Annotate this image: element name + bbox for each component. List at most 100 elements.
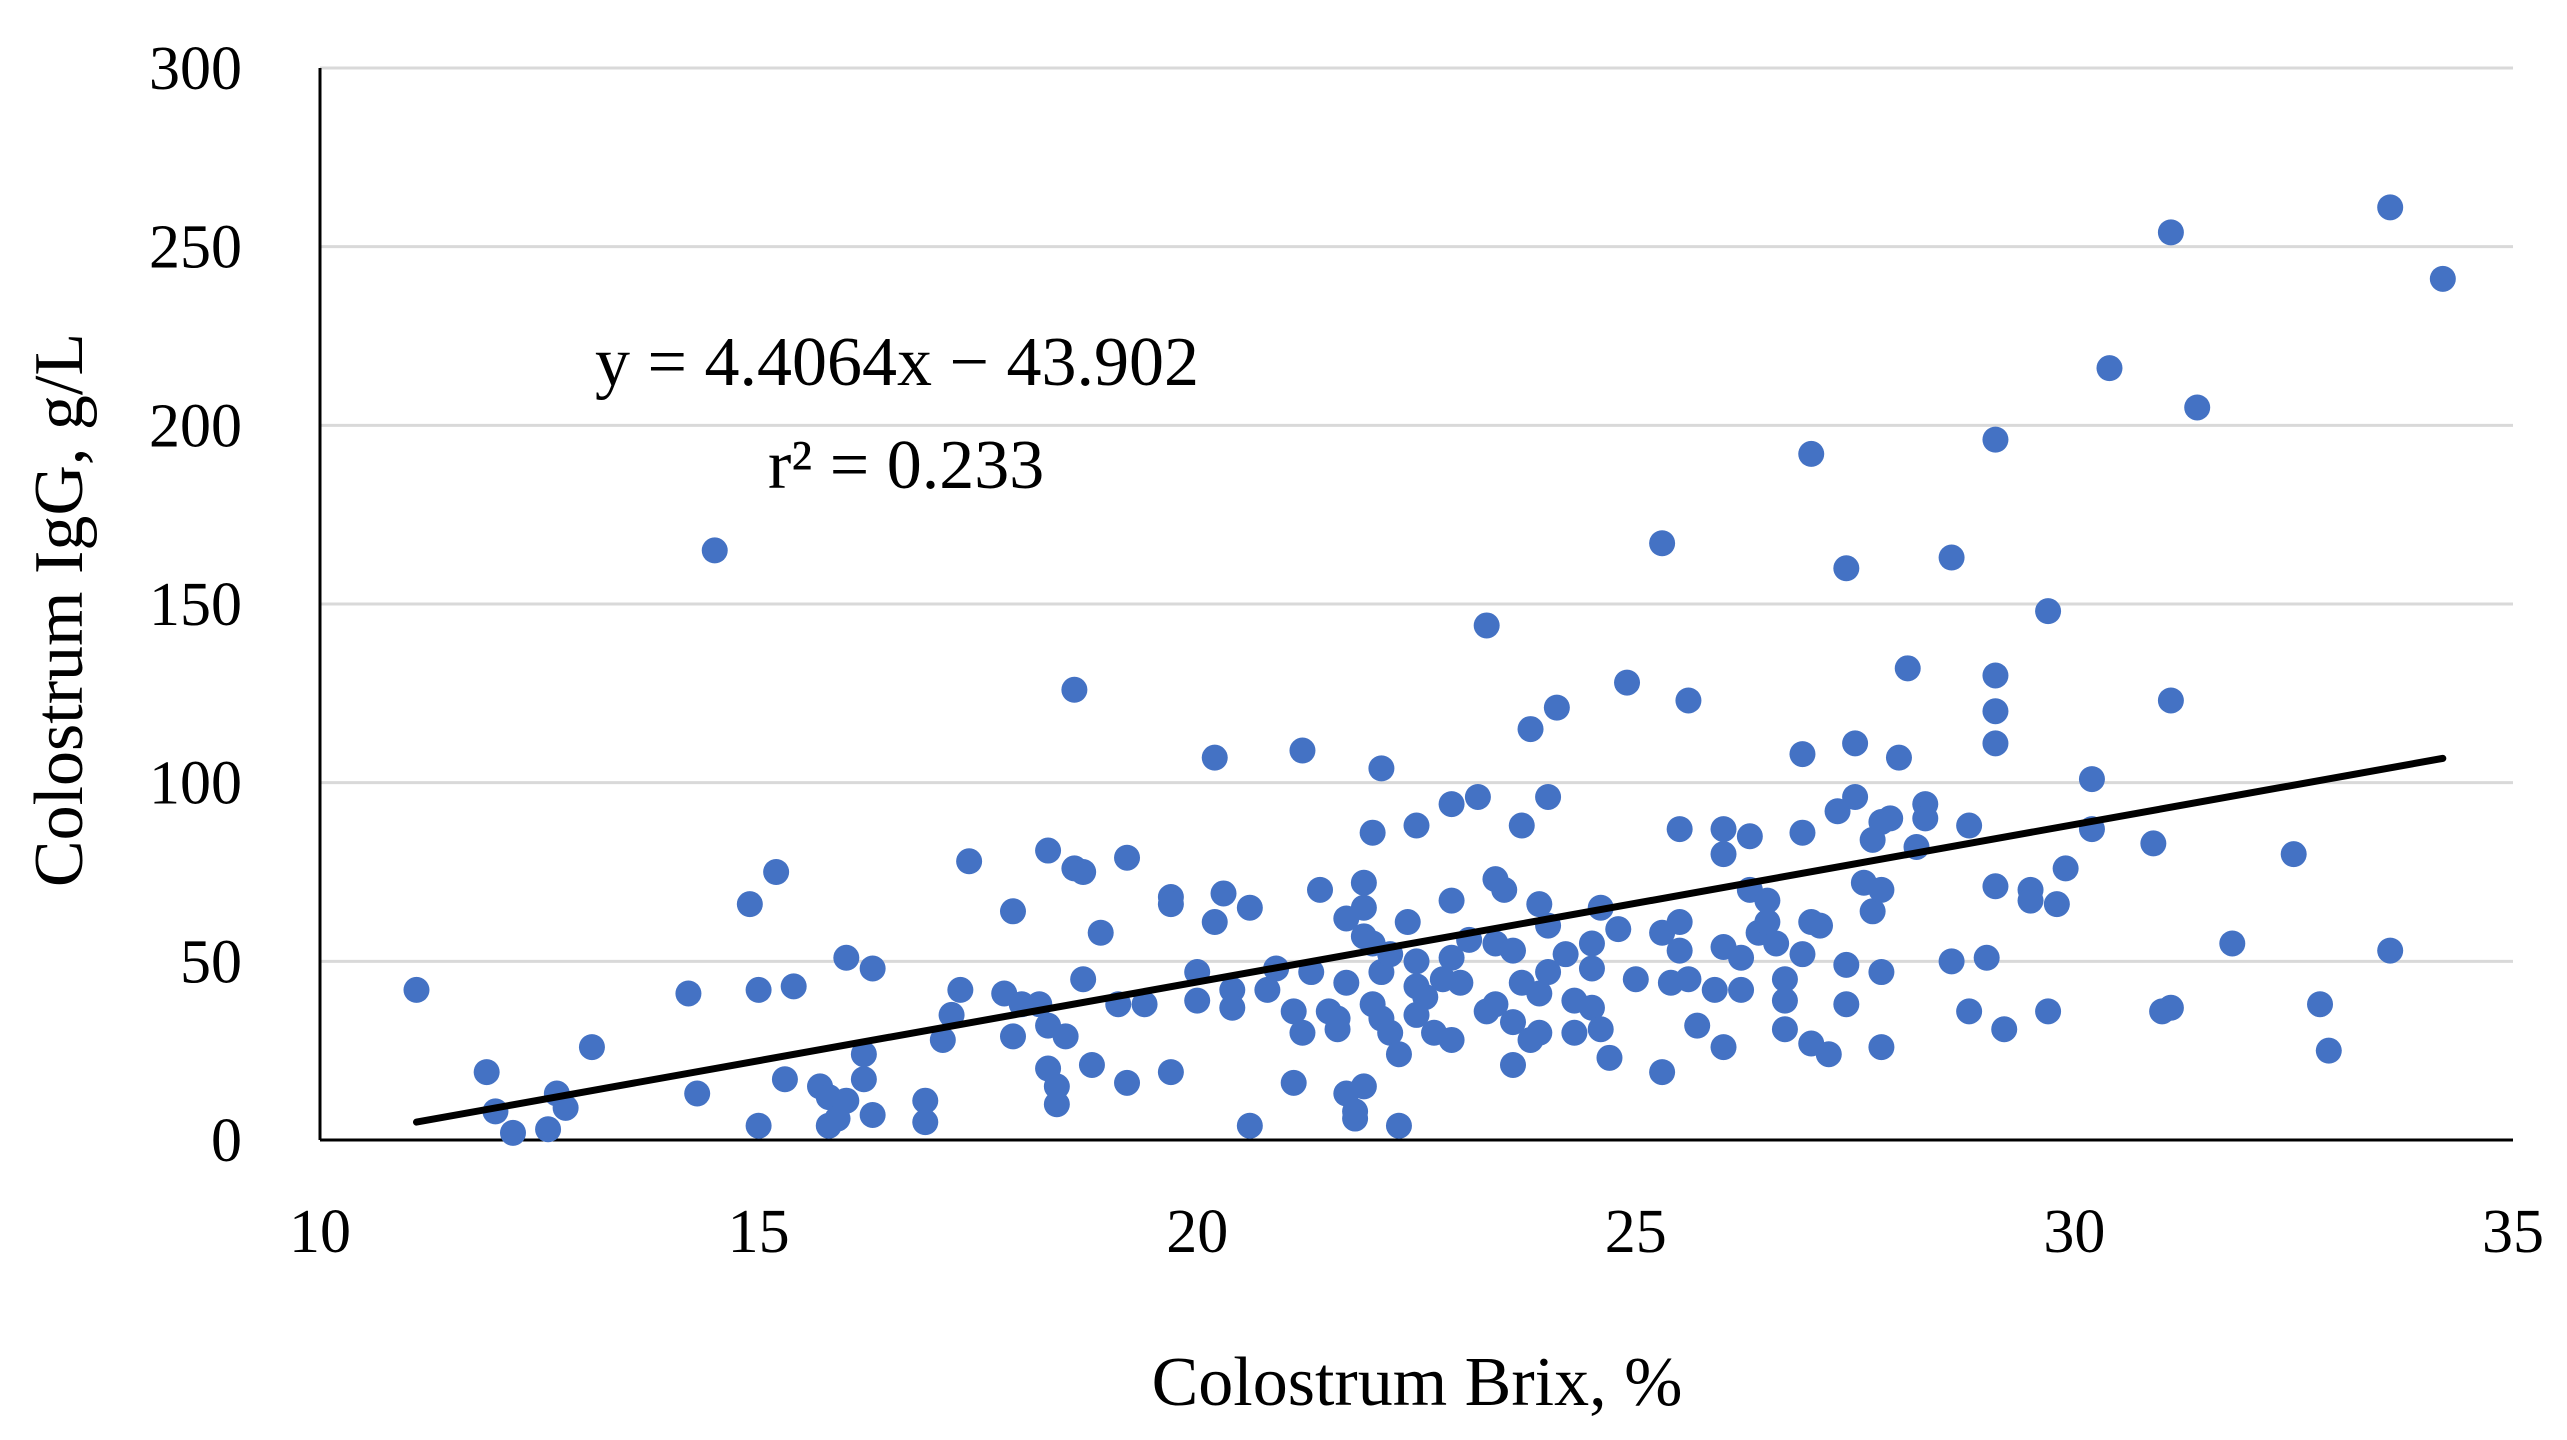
data-point	[1833, 991, 1860, 1018]
data-point	[552, 1094, 579, 1121]
data-point	[780, 973, 807, 1000]
data-point	[1043, 1091, 1070, 1118]
data-point	[1789, 741, 1816, 768]
data-point	[1289, 737, 1316, 764]
data-point	[1061, 676, 1088, 703]
data-point	[2184, 394, 2211, 421]
data-point	[1447, 969, 1474, 996]
data-point	[2219, 930, 2246, 957]
data-point	[1982, 426, 2009, 453]
data-point	[1578, 994, 1605, 1021]
data-point	[1614, 669, 1641, 696]
data-point	[1649, 530, 1676, 557]
data-point	[1666, 816, 1693, 843]
data-point	[1701, 976, 1728, 1003]
data-point	[1219, 976, 1246, 1003]
data-point	[1236, 894, 1263, 921]
data-point	[1377, 1019, 1404, 1046]
data-point	[1499, 1009, 1526, 1036]
y-tick-label: 100	[149, 750, 242, 818]
x-axis-tick-labels: 10 15 20 25 30 35	[289, 1198, 2544, 1266]
data-point	[1114, 1069, 1141, 1096]
data-point	[1763, 930, 1790, 957]
data-point	[1771, 1016, 1798, 1043]
data-point	[1184, 987, 1211, 1014]
data-point	[2035, 598, 2062, 625]
data-point	[2315, 1037, 2342, 1064]
y-axis-title: Colostrum IgG, g/L	[21, 333, 98, 887]
data-point	[2157, 687, 2184, 714]
data-point	[1622, 966, 1649, 993]
data-point	[1035, 837, 1062, 864]
data-point	[1868, 1034, 1895, 1061]
data-point	[1043, 1073, 1070, 1100]
data-point	[2052, 855, 2079, 882]
data-point	[850, 1066, 877, 1093]
data-point	[1578, 955, 1605, 982]
data-point	[1526, 980, 1553, 1007]
data-point	[999, 1023, 1026, 1050]
data-point	[1859, 898, 1886, 925]
gridlines	[320, 66, 2513, 963]
data-point	[1833, 555, 1860, 582]
data-point	[1385, 1112, 1412, 1139]
data-point	[1535, 959, 1562, 986]
data-point	[1842, 783, 1869, 810]
data-point	[1675, 687, 1702, 714]
data-point	[1956, 812, 1983, 839]
data-point	[675, 980, 702, 1007]
data-point	[1728, 976, 1755, 1003]
data-point	[1052, 1023, 1079, 1050]
data-point	[1982, 730, 2009, 757]
data-point	[833, 1087, 860, 1114]
data-point	[736, 891, 763, 918]
data-point	[1438, 944, 1465, 971]
data-point	[2096, 355, 2123, 382]
data-point	[1552, 941, 1579, 968]
data-point	[956, 848, 983, 875]
data-point	[859, 1101, 886, 1128]
data-point	[1517, 716, 1544, 743]
y-axis-tick-labels: 0 50 100 150 200 250 300	[149, 35, 242, 1175]
data-point	[1982, 662, 2009, 689]
data-point	[1350, 1073, 1377, 1100]
data-point	[1535, 783, 1562, 810]
y-tick-label: 150	[149, 571, 242, 639]
data-point	[1991, 1016, 2018, 1043]
data-point	[1307, 876, 1334, 903]
data-point	[1824, 798, 1851, 825]
data-point	[1912, 805, 1939, 832]
x-tick-label: 35	[2482, 1198, 2544, 1266]
data-point	[1508, 812, 1535, 839]
data-point	[763, 859, 790, 885]
data-point	[1561, 1019, 1588, 1046]
data-point	[2140, 830, 2167, 857]
data-point	[1938, 544, 1965, 571]
data-point	[1473, 612, 1500, 639]
data-point	[1938, 948, 1965, 975]
data-point	[999, 898, 1026, 925]
x-tick-label: 15	[728, 1198, 790, 1266]
x-axis-title: Colostrum Brix, %	[1152, 1344, 1683, 1421]
x-tick-label: 25	[1605, 1198, 1667, 1266]
data-point	[1710, 841, 1737, 868]
data-point	[1807, 912, 1834, 939]
data-point	[2157, 994, 2184, 1021]
data-point	[1982, 873, 2009, 900]
data-point	[1368, 755, 1395, 782]
data-point	[1578, 930, 1605, 957]
data-points	[403, 194, 2456, 1146]
data-point	[1526, 891, 1553, 918]
data-point	[1289, 1019, 1316, 1046]
data-point	[1157, 1059, 1184, 1086]
data-point	[1350, 894, 1377, 921]
data-point	[578, 1034, 605, 1061]
data-point	[1131, 991, 1158, 1018]
data-point	[1728, 944, 1755, 971]
data-point	[1210, 880, 1237, 907]
data-point	[1868, 876, 1895, 903]
data-point	[2429, 265, 2456, 292]
data-point	[850, 1041, 877, 1068]
